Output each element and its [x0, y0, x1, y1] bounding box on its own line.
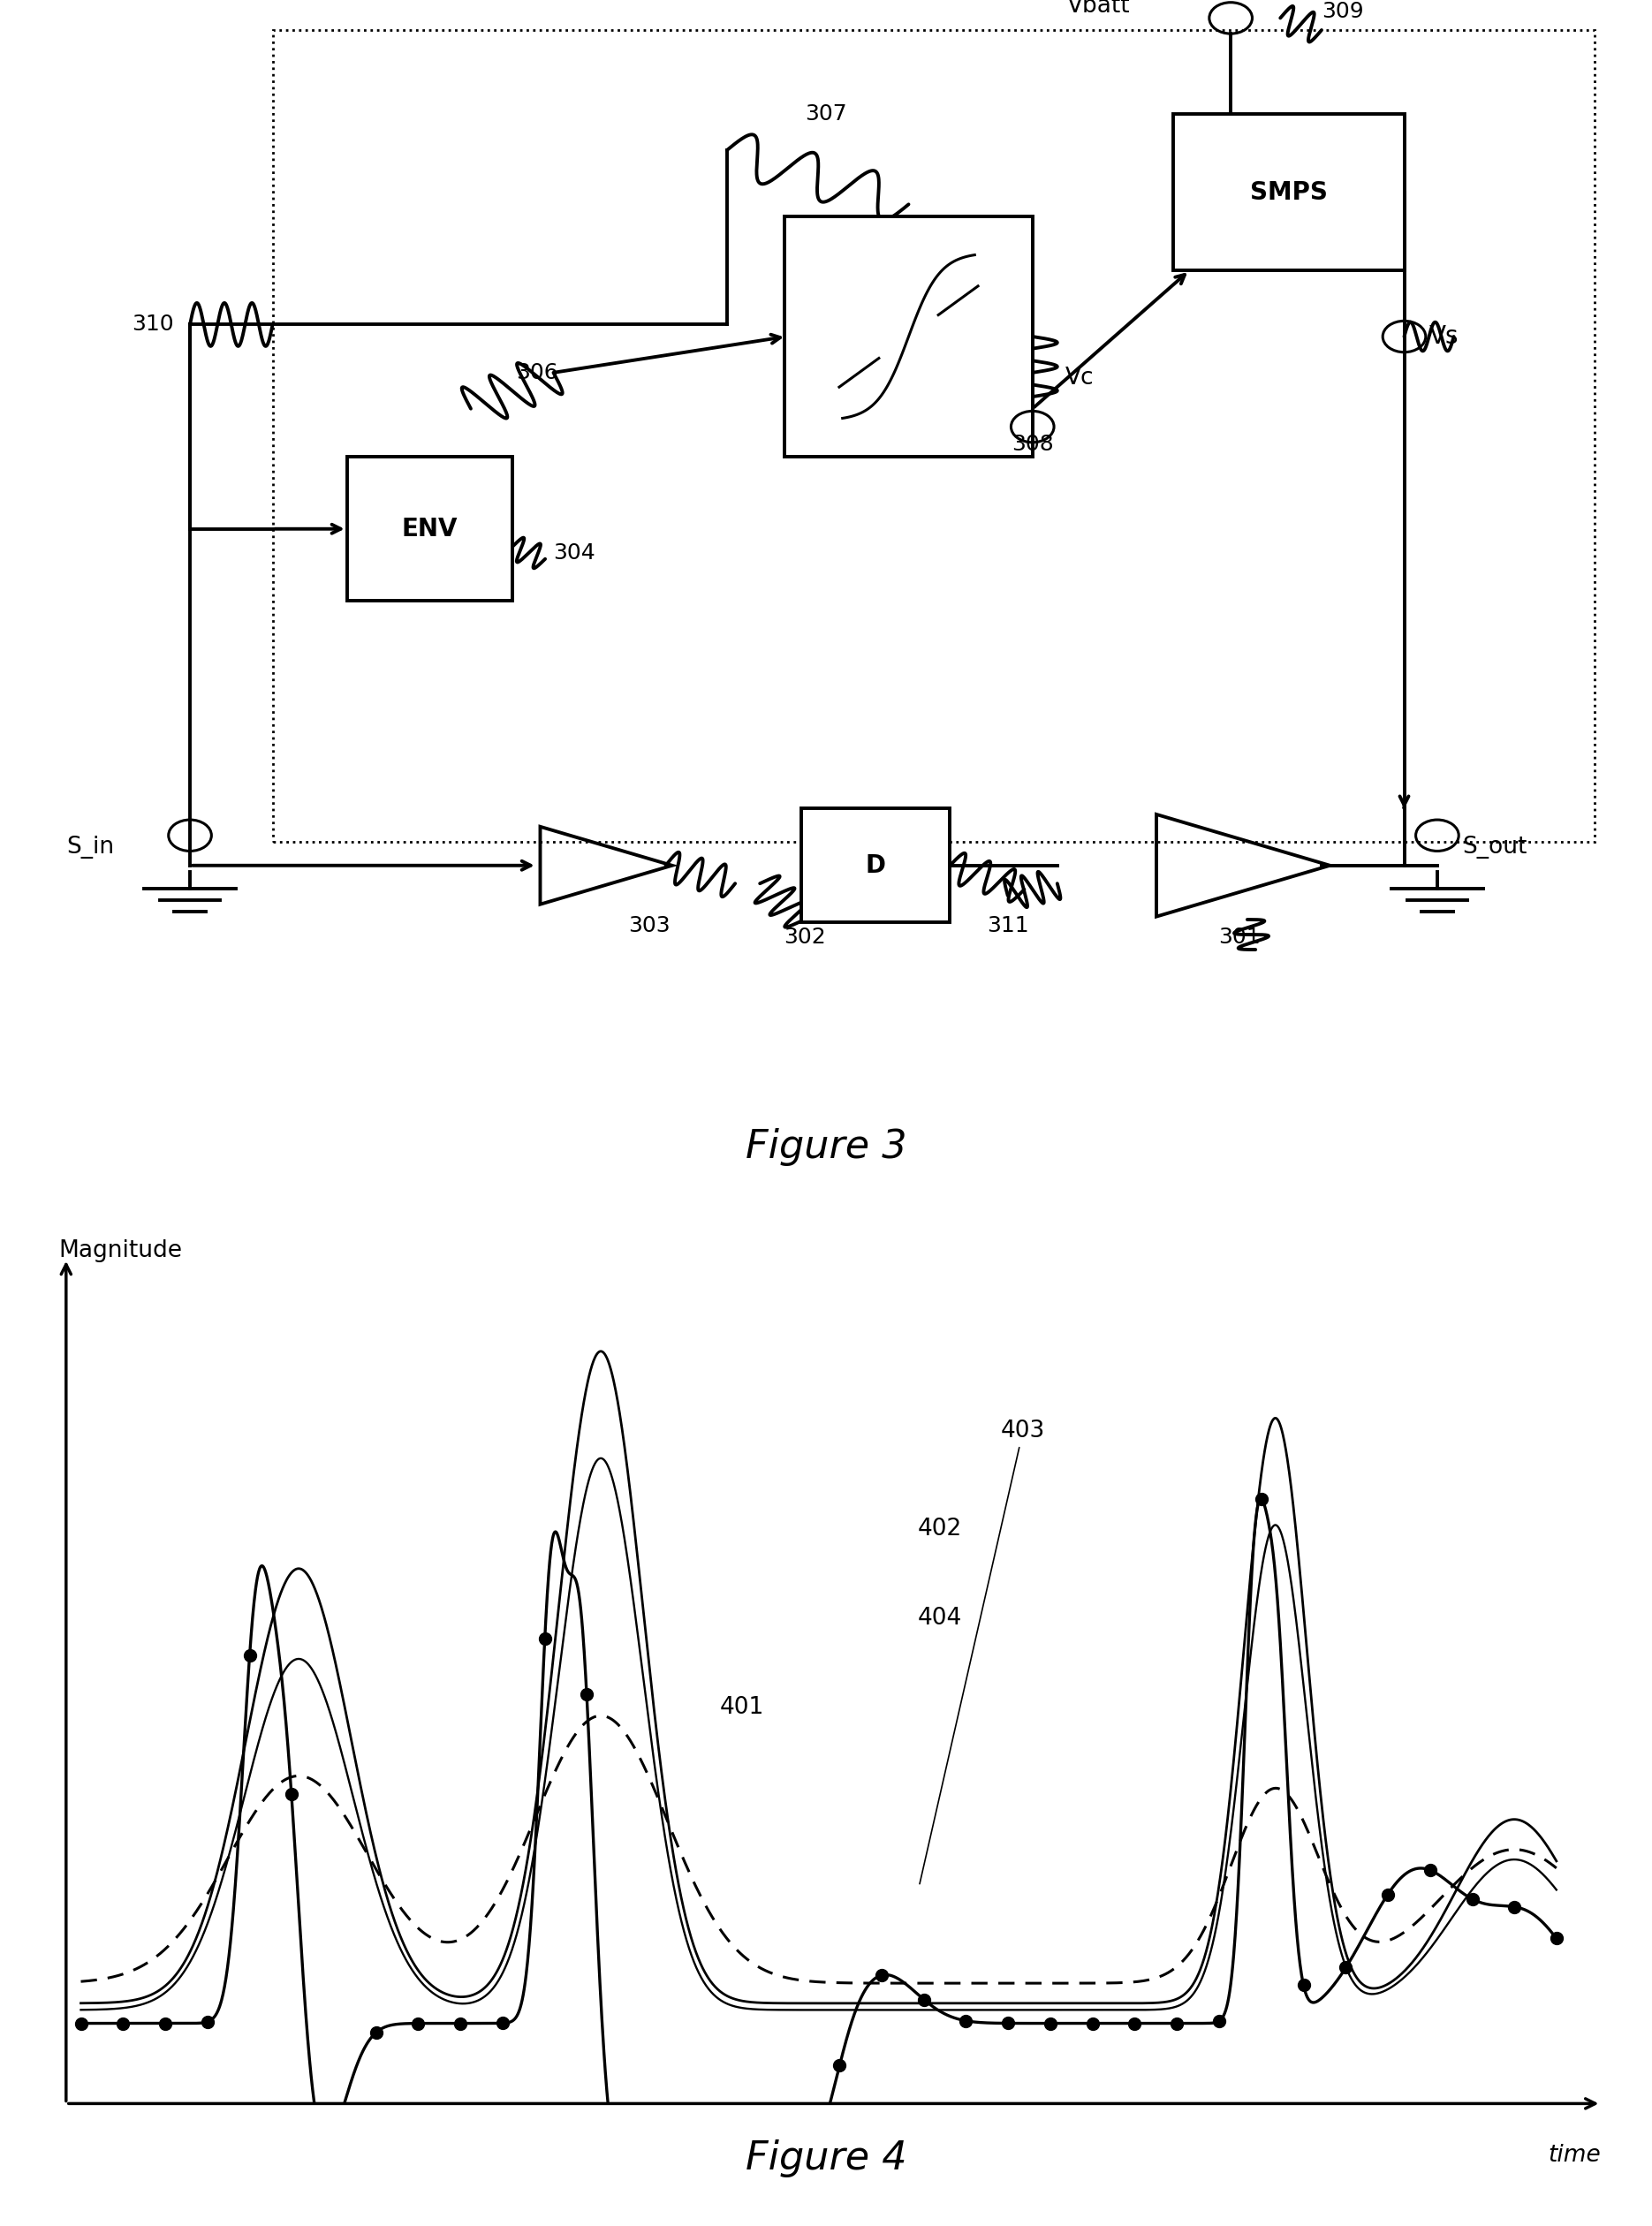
Bar: [1173, 114, 1404, 272]
Text: SMPS: SMPS: [1251, 180, 1327, 205]
Text: 303: 303: [628, 915, 671, 935]
Text: D: D: [866, 853, 885, 877]
Text: Vc: Vc: [1066, 367, 1094, 390]
Text: 310: 310: [132, 314, 173, 336]
Text: 302: 302: [783, 926, 826, 948]
Text: ENV: ENV: [401, 516, 458, 541]
Bar: [801, 808, 950, 922]
Bar: [785, 216, 1032, 456]
Text: 304: 304: [553, 543, 596, 563]
Text: S_in: S_in: [66, 837, 114, 859]
Text: Figure 4: Figure 4: [745, 2139, 907, 2177]
Text: 403: 403: [920, 1420, 1046, 1883]
Text: 301: 301: [1218, 926, 1260, 948]
Text: time: time: [1548, 2144, 1601, 2168]
Text: 308: 308: [1011, 434, 1054, 454]
Text: 401: 401: [720, 1696, 763, 1718]
Text: 306: 306: [515, 363, 558, 383]
Text: 311: 311: [986, 915, 1029, 935]
Text: S_out: S_out: [1462, 837, 1526, 859]
Text: 404: 404: [917, 1607, 961, 1629]
Text: 309: 309: [1322, 2, 1363, 22]
Text: Vs: Vs: [1429, 325, 1459, 349]
Text: Vbatt: Vbatt: [1067, 0, 1130, 18]
Text: Magnitude: Magnitude: [58, 1240, 182, 1262]
Text: 402: 402: [917, 1518, 961, 1540]
Text: Figure 3: Figure 3: [745, 1129, 907, 1166]
Text: 307: 307: [805, 102, 847, 125]
Bar: [347, 456, 512, 601]
